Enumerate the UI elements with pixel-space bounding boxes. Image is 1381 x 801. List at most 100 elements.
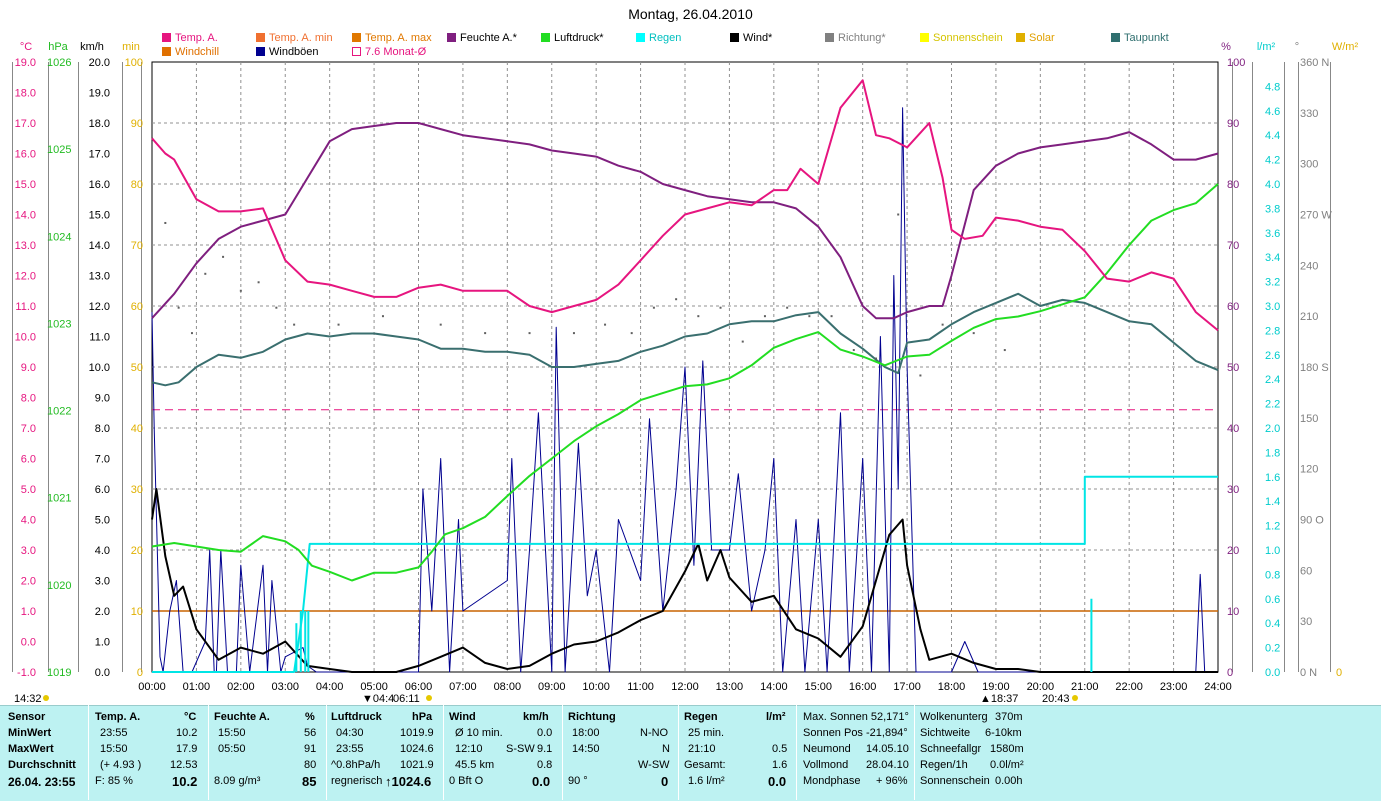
new-moon-label: Neumond (803, 743, 851, 755)
direction-point (741, 340, 744, 343)
sunshine-value: 0.00h (995, 775, 1023, 787)
tick-label-lm2: 1.2 (1265, 521, 1280, 533)
tick-label-kmh: 19.0 (89, 88, 110, 100)
press-current-value: ↑1024.6 (385, 774, 432, 789)
tick-label-celsius: 5.0 (21, 484, 36, 496)
direction-point (484, 332, 487, 335)
press-min-value: 1019.9 (400, 727, 434, 739)
x-tick-label: 13:00 (716, 681, 744, 693)
tick-label-kmh: 15.0 (89, 210, 110, 222)
hum-current-value: 85 (302, 774, 317, 789)
direction-point (275, 306, 278, 309)
moon-phase-label: Mondphase (803, 775, 861, 787)
series-wind (151, 488, 1218, 673)
axis-unit-deg: ° (1295, 41, 1299, 53)
hum-current-absolute: 8.09 g/m³ (214, 775, 261, 787)
tick-label-kmh: 7.0 (95, 454, 110, 466)
weather-chart: °C hPa km/h min% l/m² ° W/m² 19.0 18.0 17.0 16.0 15… (12, 41, 1358, 705)
header-sensor: Sensor (8, 711, 46, 723)
temp-current-humidity: F: 85 % (95, 775, 133, 787)
legend-item: Temp. A. (162, 32, 218, 44)
sun-position: Sonnen Pos -21,894° (803, 727, 908, 739)
tick-label-lm2: 2.0 (1265, 423, 1280, 435)
new-moon-date: 14.05.10 (866, 743, 909, 755)
tick-label-celsius: -1.0 (17, 667, 36, 679)
row-label-max: MaxWert (8, 743, 54, 755)
x-tick-label: 15:00 (804, 681, 832, 693)
tick-label-lm2: 3.8 (1265, 203, 1280, 215)
direction-point (897, 213, 900, 216)
unit-rain: l/m² (766, 711, 786, 723)
tick-label-lm2: 0.2 (1265, 643, 1280, 655)
tick-label-pct: 0 (1227, 667, 1233, 679)
header-direction: Richtung (568, 711, 616, 723)
tick-label-wm2: 0 (1336, 667, 1342, 679)
tick-label-lm2: 3.2 (1265, 277, 1280, 289)
dir-max-value: N (662, 743, 670, 755)
tick-label-min: 60 (131, 301, 143, 313)
legend-label: Luftdruck* (554, 32, 604, 44)
legend-label: Solar (1029, 32, 1055, 44)
press-avg-value: 1021.9 (400, 759, 434, 771)
direction-point (604, 323, 607, 326)
tick-label-min: 30 (131, 484, 143, 496)
rain-current-amount: 1.6 l/m² (688, 775, 725, 787)
series-dewpoint (151, 292, 1219, 387)
tick-label-lm2: 4.0 (1265, 179, 1280, 191)
legend-item: Temp. A. min (256, 32, 333, 44)
direction-point (439, 323, 442, 326)
direction-point (786, 306, 789, 309)
tick-label-min: 0 (137, 667, 143, 679)
cloud-base-value: 370m (995, 711, 1023, 723)
tick-label-hpa: 1019 (47, 667, 71, 679)
tick-label-deg: 300 (1300, 159, 1318, 171)
tick-label-deg: 270 W (1300, 210, 1332, 222)
legend-item: Windböen (256, 46, 319, 58)
temp-avg-delta: (+ 4.93 ) (100, 759, 142, 771)
tick-label-celsius: 3.0 (21, 545, 36, 557)
dir-max-time: 14:50 (572, 743, 600, 755)
moon-phase-value: + 96% (876, 775, 908, 787)
tick-label-hpa: 1022 (47, 406, 71, 418)
tick-label-pct: 10 (1227, 606, 1239, 618)
panel-divider (326, 705, 327, 800)
direction-point (572, 332, 575, 335)
x-tick-label: 20:00 (1027, 681, 1055, 693)
tick-label-celsius: 15.0 (15, 179, 36, 191)
legend-item: Feuchte A.* (447, 32, 517, 44)
rain-rate-value: 0.0l/m² (990, 759, 1024, 771)
direction-point (652, 306, 655, 309)
row-label-min: MinWert (8, 727, 52, 739)
chart-title: Montag, 26.04.2010 (628, 6, 753, 22)
hum-max-value: 91 (304, 743, 317, 755)
row-label-avg: Durchschnitt (8, 759, 76, 771)
x-tick-label: 07:00 (449, 681, 477, 693)
series-pressure (151, 183, 1219, 582)
tick-label-hpa: 1024 (47, 231, 71, 243)
legend-swatch (162, 47, 171, 56)
direction-point (941, 323, 944, 326)
legend-item: Luftdruck* (541, 32, 604, 44)
press-min-time: 04:30 (336, 727, 364, 739)
direction-point (293, 323, 296, 326)
tick-label-pct: 30 (1227, 484, 1239, 496)
tick-label-kmh: 18.0 (89, 118, 110, 130)
legend-label: Taupunkt (1124, 32, 1169, 44)
legend-swatch (636, 33, 645, 42)
unit-wind: km/h (523, 711, 549, 723)
temp-avg-value: 12.53 (170, 759, 198, 771)
tick-label-kmh: 10.0 (89, 362, 110, 374)
tick-label-deg: 120 (1300, 464, 1318, 476)
tick-label-celsius: 11.0 (15, 301, 36, 313)
axis-unit-min: min (122, 41, 140, 53)
tick-label-celsius: 4.0 (21, 515, 36, 527)
temp-max-value: 17.9 (176, 743, 198, 755)
tick-label-hpa: 1026 (47, 57, 71, 69)
row-label-current: 26.04. 23:55 (8, 775, 76, 789)
tick-label-pct: 40 (1227, 423, 1239, 435)
tick-label-lm2: 4.4 (1265, 130, 1280, 142)
tick-label-lm2: 1.6 (1265, 472, 1280, 484)
tick-label-kmh: 20.0 (89, 57, 110, 69)
hum-min-time: 15:50 (218, 727, 246, 739)
wind-max-direction: S-SW (506, 743, 535, 755)
